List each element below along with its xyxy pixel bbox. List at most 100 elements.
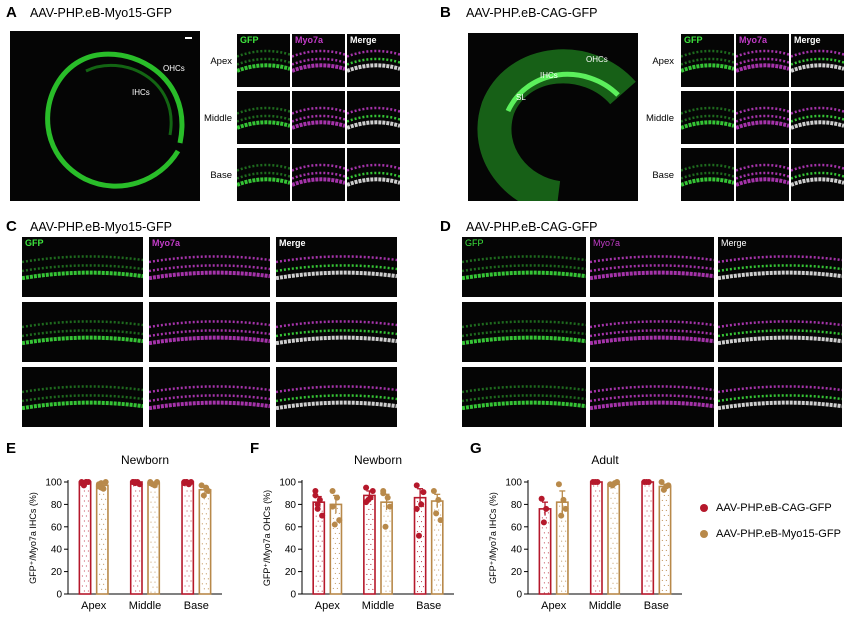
- panel-letter-a: A: [6, 4, 17, 21]
- bar-texture-dot: [593, 535, 595, 537]
- data-point: [437, 517, 444, 524]
- bar-texture-dot: [184, 535, 186, 537]
- bar-texture-dot: [438, 539, 440, 541]
- bar-texture-dot: [83, 590, 85, 592]
- bar-texture-dot: [387, 555, 389, 557]
- bar-texture-dot: [319, 525, 321, 527]
- panel-a-r1-gfp-image-label: GFP: [240, 35, 259, 45]
- bar-texture-dot: [203, 548, 205, 550]
- bar-texture-dot: [205, 523, 207, 525]
- bar-texture-dot: [385, 550, 387, 552]
- bar-texture-dot: [663, 534, 665, 537]
- bar-texture-dot: [190, 530, 192, 532]
- row-label-base-b: Base: [652, 170, 674, 181]
- panel-d-title: AAV-PHP.eB-CAG-GFP: [466, 220, 598, 234]
- y-tick-label: 60: [511, 522, 523, 533]
- panel-a-title: AAV-PHP.eB-Myo15-GFP: [30, 6, 172, 20]
- bar-texture-dot: [207, 558, 209, 560]
- bar-texture-dot: [317, 580, 319, 582]
- bar-texture-dot: [595, 490, 597, 492]
- bar-texture-dot: [203, 508, 205, 510]
- bar-texture-dot: [644, 555, 646, 557]
- bar-texture-dot: [597, 515, 599, 517]
- bar-texture-dot: [416, 581, 419, 583]
- bar-texture-dot: [201, 513, 203, 515]
- bar-texture-dot: [83, 580, 85, 582]
- bar-texture-dot: [644, 515, 646, 517]
- panel-b-r1-gfp-image-label: GFP: [684, 35, 703, 45]
- bar-texture-dot: [366, 583, 368, 585]
- bar-texture-dot: [616, 502, 618, 504]
- bar-texture-dot: [416, 521, 419, 523]
- bar-texture-dot: [334, 572, 336, 574]
- bar-texture-dot: [665, 509, 667, 512]
- bar-texture-dot: [152, 556, 154, 558]
- bar-texture-dot: [137, 515, 139, 517]
- bar-texture-dot: [616, 562, 618, 564]
- bar-texture-dot: [599, 550, 601, 552]
- bar-texture-dot: [85, 515, 87, 517]
- bar-texture-dot: [383, 505, 385, 507]
- bar-texture-dot: [599, 510, 601, 512]
- bar-texture-dot: [385, 590, 387, 592]
- bar-texture-dot: [593, 515, 595, 517]
- bar-texture-dot: [188, 545, 190, 547]
- data-point: [98, 484, 105, 491]
- legend-item-myo15: AAV-PHP.eB-Myo15-GFP: [700, 528, 862, 540]
- bar-texture-dot: [597, 585, 599, 587]
- bar-texture-dot: [644, 495, 646, 497]
- bar-texture-dot: [332, 547, 334, 549]
- bar-texture-dot: [336, 577, 338, 579]
- bar-texture-dot: [416, 541, 419, 543]
- bar-texture-dot: [593, 485, 595, 487]
- bar-texture-dot: [547, 532, 549, 534]
- bar-texture-dot: [644, 525, 646, 527]
- bar-texture-dot: [385, 570, 387, 572]
- bar-texture-dot: [99, 563, 101, 565]
- bar-texture-dot: [87, 570, 89, 572]
- bar-texture-dot: [561, 530, 563, 532]
- bar-texture-dot: [201, 523, 203, 525]
- bar-texture-dot: [338, 512, 340, 514]
- bar-texture-dot: [338, 522, 340, 524]
- bar-texture-dot: [387, 565, 389, 567]
- bar-texture-dot: [389, 530, 391, 532]
- bar-texture-dot: [203, 558, 205, 560]
- y-tick-label: 20: [285, 567, 297, 578]
- bar-texture-dot: [434, 579, 436, 581]
- bar-texture-dot: [616, 582, 618, 584]
- panel-d-r1-gfp-image: GFP: [462, 237, 586, 297]
- bar-texture-dot: [661, 529, 663, 532]
- bar-texture-dot: [332, 537, 334, 539]
- bar-texture-dot: [543, 562, 545, 564]
- bar-texture-dot: [83, 570, 85, 572]
- panel-a-r1-gfp-image: GFP: [237, 34, 290, 87]
- bar-texture-dot: [133, 575, 135, 577]
- bar-texture-dot: [541, 587, 543, 589]
- bar-texture-dot: [440, 504, 442, 506]
- bar-texture-dot: [137, 495, 139, 497]
- bar-texture-dot: [383, 535, 385, 537]
- bar-texture-dot: [614, 577, 616, 579]
- bar: [658, 485, 672, 595]
- bar-texture-dot: [644, 485, 646, 487]
- bar-texture-dot: [593, 545, 595, 547]
- bar-texture-dot: [135, 510, 137, 512]
- bar-texture-dot: [366, 523, 368, 525]
- bar-texture-dot: [103, 513, 105, 515]
- bar-texture-dot: [85, 565, 87, 567]
- bar-texture-dot: [133, 535, 135, 537]
- bar-texture-dot: [648, 575, 650, 577]
- bar-texture-dot: [137, 555, 139, 557]
- bar-texture-dot: [663, 564, 665, 567]
- bar-texture-dot: [597, 545, 599, 547]
- bar-texture-dot: [190, 550, 192, 552]
- bar-texture-dot: [614, 497, 616, 499]
- data-point: [334, 494, 341, 501]
- bar-texture-dot: [317, 530, 319, 532]
- bar-texture-dot: [387, 575, 389, 577]
- bar-texture-dot: [593, 585, 595, 587]
- bar-texture-dot: [422, 566, 425, 568]
- bar-texture-dot: [372, 548, 374, 550]
- row-label-middle-b: Middle: [646, 113, 674, 124]
